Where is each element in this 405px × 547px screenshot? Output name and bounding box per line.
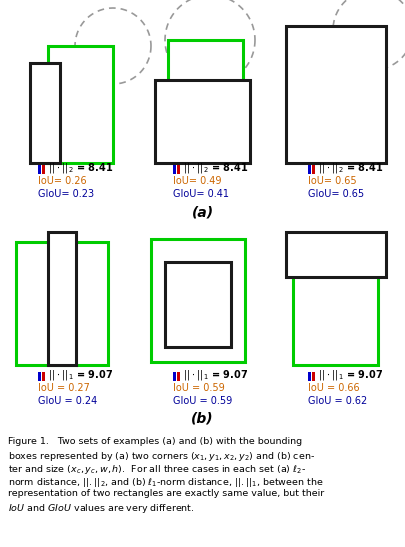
Text: Figure 1.   Two sets of examples (a) and (b) with the bounding: Figure 1. Two sets of examples (a) and (… [8,437,302,446]
Bar [312,372,315,381]
Text: IoU = 0.27: IoU = 0.27 [38,383,90,393]
Text: $||\cdot||_2$ = 8.41: $||\cdot||_2$ = 8.41 [318,161,383,175]
Text: (b): (b) [191,412,214,426]
Text: representation of two rectangles are exactly same value, but their: representation of two rectangles are exa… [8,489,324,498]
Bar [177,372,180,381]
Text: IoU= 0.26: IoU= 0.26 [38,176,87,186]
Text: boxes represented by (a) two corners $(x_1, y_1, x_2, y_2)$ and (b) cen-: boxes represented by (a) two corners $(x… [8,450,315,463]
Bar [42,372,45,381]
Text: IoU= 0.49: IoU= 0.49 [173,176,222,186]
Bar [16,242,108,365]
Text: (a): (a) [192,205,213,219]
Bar [308,372,311,381]
Bar [165,262,231,347]
Bar [30,63,60,163]
Bar [38,372,41,381]
Text: $||\cdot||_2$ = 8.41: $||\cdot||_2$ = 8.41 [48,161,113,175]
Bar [308,165,311,174]
Bar [42,165,45,174]
Bar [286,26,386,163]
Text: GIoU = 0.59: GIoU = 0.59 [173,396,232,406]
Text: $||\cdot||_1$ = 9.07: $||\cdot||_1$ = 9.07 [183,368,248,382]
Text: IoU = 0.59: IoU = 0.59 [173,383,225,393]
Bar [312,165,315,174]
Bar [155,80,250,163]
Text: GIoU= 0.41: GIoU= 0.41 [173,189,229,199]
Bar [48,46,113,163]
Bar [173,372,176,381]
Bar [38,165,41,174]
Bar [168,40,243,125]
Text: GIoU= 0.23: GIoU= 0.23 [38,189,94,199]
Bar [173,165,176,174]
Text: $||\cdot||_1$ = 9.07: $||\cdot||_1$ = 9.07 [48,368,113,382]
Text: GIoU= 0.65: GIoU= 0.65 [308,189,364,199]
Text: norm distance, $||.||_2$, and (b) $\ell_1$-norm distance, $||.||_1$, between the: norm distance, $||.||_2$, and (b) $\ell_… [8,476,324,489]
Text: IoU= 0.65: IoU= 0.65 [308,176,357,186]
Bar [151,239,245,362]
Text: ter and size $(x_c, y_c, w, h)$.  For all three cases in each set (a) $\ell_2$-: ter and size $(x_c, y_c, w, h)$. For all… [8,463,306,476]
Text: GIoU = 0.24: GIoU = 0.24 [38,396,97,406]
Text: $IoU$ and $GIoU$ values are very different.: $IoU$ and $GIoU$ values are very differe… [8,502,195,515]
Text: IoU = 0.66: IoU = 0.66 [308,383,360,393]
Bar [286,232,386,277]
Bar [48,232,76,365]
Text: $||\cdot||_1$ = 9.07: $||\cdot||_1$ = 9.07 [318,368,383,382]
Text: GIoU = 0.62: GIoU = 0.62 [308,396,367,406]
Bar [177,165,180,174]
Bar [296,33,383,120]
Text: $||\cdot||_2$ = 8.41: $||\cdot||_2$ = 8.41 [183,161,248,175]
Bar [293,239,378,365]
